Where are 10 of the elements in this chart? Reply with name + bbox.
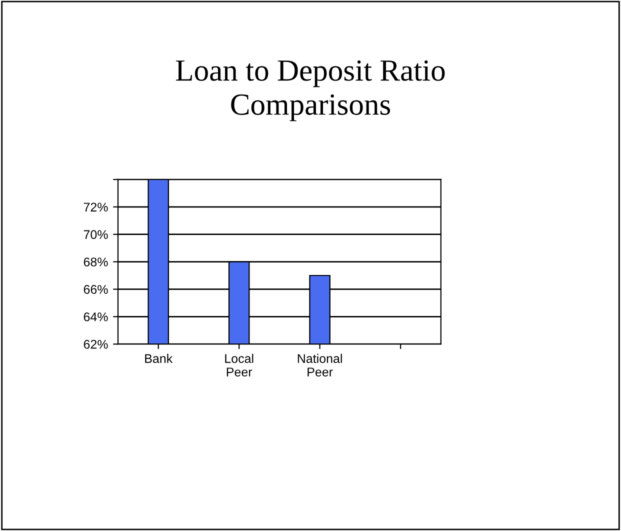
x-tick-label: Bank (145, 354, 173, 363)
y-tick-label: 62% (84, 340, 108, 349)
y-tick-label: 66% (84, 285, 108, 294)
chart-title: Loan to Deposit Ratio Comparisons (176, 60, 445, 122)
y-tick-label: 70% (84, 230, 108, 239)
x-tick-label: Local Peer (225, 354, 254, 376)
x-tick-label: National Peer (298, 354, 342, 376)
y-tick-label: 72% (84, 202, 108, 212)
y-tick-label: 64% (84, 312, 108, 322)
y-tick-label: 68% (84, 258, 108, 266)
